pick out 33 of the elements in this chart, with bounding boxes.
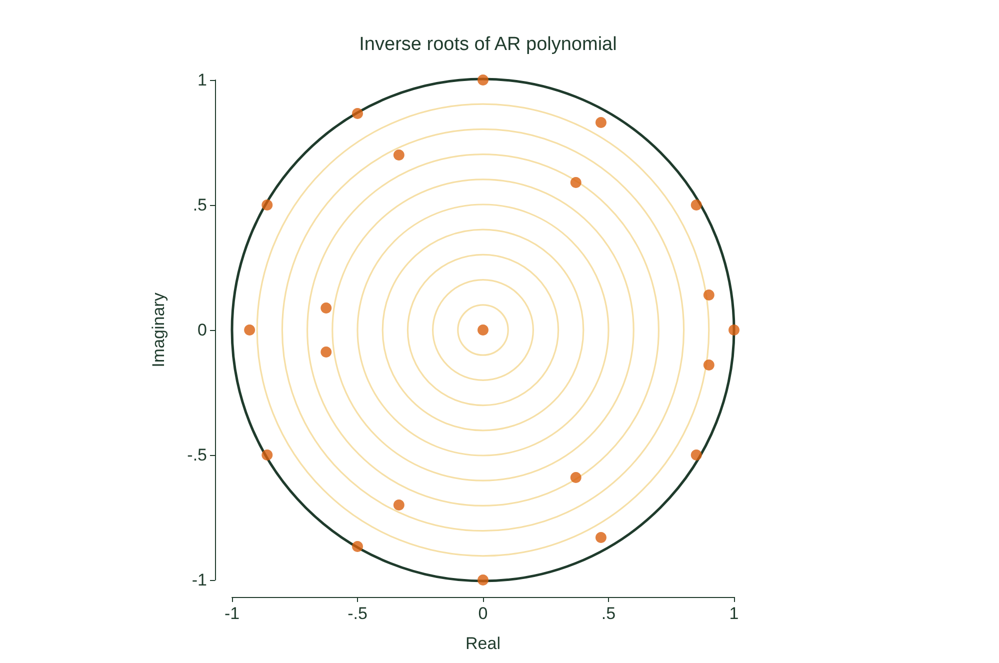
point bbox=[595, 532, 606, 543]
point bbox=[244, 324, 256, 336]
point bbox=[393, 150, 404, 160]
x-tick-label: -.5 bbox=[348, 604, 368, 623]
point bbox=[690, 450, 702, 460]
point bbox=[570, 177, 582, 188]
point bbox=[703, 290, 714, 300]
point bbox=[352, 541, 363, 552]
point bbox=[728, 324, 740, 336]
y-tick-label: .5 bbox=[192, 196, 207, 214]
point bbox=[320, 302, 332, 314]
y-axis-title: Imaginary bbox=[149, 292, 168, 368]
chart-title: Inverse roots of AR polynomial bbox=[359, 34, 617, 55]
x-axis-title: Real bbox=[466, 634, 500, 653]
point bbox=[478, 74, 488, 86]
point bbox=[262, 200, 273, 210]
point bbox=[690, 200, 702, 210]
point bbox=[352, 108, 363, 119]
y-tick-label: 0 bbox=[198, 320, 207, 340]
x-tick-label: .5 bbox=[601, 604, 616, 623]
point bbox=[320, 346, 332, 358]
x-tick-label: 1 bbox=[729, 604, 739, 623]
x-tick-label: 0 bbox=[478, 604, 488, 623]
point bbox=[478, 574, 488, 586]
point bbox=[393, 500, 404, 510]
point bbox=[570, 472, 582, 483]
y-tick-label: 1 bbox=[198, 70, 207, 90]
point bbox=[262, 450, 273, 460]
point bbox=[703, 360, 714, 370]
x-tick-label: -1 bbox=[224, 604, 240, 623]
point bbox=[595, 117, 606, 128]
y-tick-label: -1 bbox=[192, 570, 207, 590]
y-tick-label: -.5 bbox=[187, 446, 207, 464]
